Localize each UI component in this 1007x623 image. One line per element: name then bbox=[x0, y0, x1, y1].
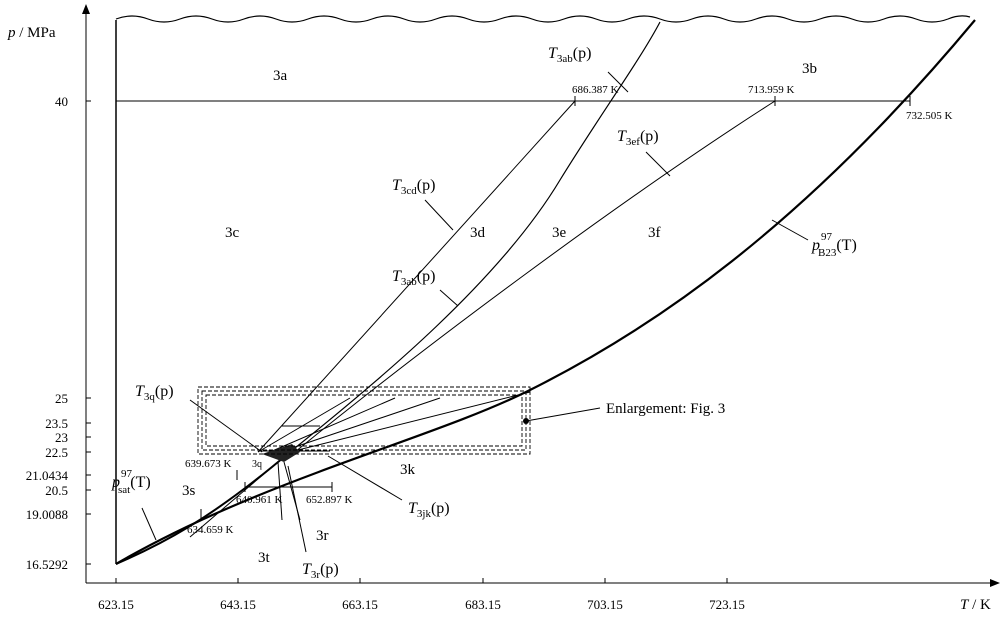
enlargement-label: Enlargement: Fig. 3 bbox=[606, 401, 725, 417]
x-axis-unit: / K bbox=[968, 597, 991, 613]
leader-sat bbox=[141, 507, 157, 541]
x-axis-var: T bbox=[960, 597, 970, 613]
label-t3jk: T3jk(p) bbox=[408, 500, 450, 520]
y-tick-label: 16.5292 bbox=[26, 557, 68, 572]
point-labels: 686.387 K 713.959 K 732.505 K 639.673 K … bbox=[185, 84, 953, 536]
x-tick-label: 643.15 bbox=[220, 597, 256, 612]
region-3f: 3f bbox=[648, 225, 661, 241]
label-b23: p97 B23(T) bbox=[811, 231, 857, 259]
enlargement-frame: Enlargement: Fig. 3 bbox=[197, 386, 725, 455]
fan-line bbox=[277, 461, 283, 521]
label-t3ab-mid: T3ab(p) bbox=[392, 268, 435, 288]
y-tick-label: 25 bbox=[55, 391, 68, 406]
curve-cd bbox=[257, 100, 576, 453]
x-tick-label: 703.15 bbox=[587, 597, 623, 612]
label-652: 652.897 K bbox=[306, 494, 353, 506]
region-3c: 3c bbox=[225, 225, 240, 241]
x-tick-label: 723.15 bbox=[709, 597, 745, 612]
curve-ab bbox=[289, 21, 661, 453]
y-tick-label: 20.5 bbox=[45, 483, 68, 498]
fan-line bbox=[289, 391, 531, 453]
region-labels: 3a 3b 3c 3d 3e 3f 3k 3s 3t 3r 3q bbox=[182, 61, 817, 566]
critical-point-blob bbox=[262, 444, 300, 462]
leader-b23 bbox=[771, 219, 809, 241]
y-axis-title: p / MPa bbox=[7, 25, 56, 41]
label-sat: p97 sat(T) bbox=[111, 468, 151, 496]
fan-line bbox=[257, 397, 351, 453]
region-3t: 3t bbox=[258, 550, 271, 566]
leader-t3jk bbox=[327, 455, 403, 501]
y-tick-label: 22.5 bbox=[45, 445, 68, 460]
region-3r: 3r bbox=[316, 528, 329, 544]
curve-ef bbox=[294, 100, 776, 453]
leader-t3ab-top bbox=[607, 71, 629, 93]
boundaries bbox=[115, 15, 976, 565]
fan-line bbox=[279, 397, 441, 453]
wavy-top-boundary bbox=[115, 15, 971, 23]
label-t3cd: T3cd(p) bbox=[392, 177, 435, 197]
label-640: 640.961 K bbox=[236, 494, 283, 506]
region-3d: 3d bbox=[470, 225, 486, 241]
curve-labels: T3ab(p) T3ef(p) T3cd(p) T3ab(p) p97 B23(T… bbox=[111, 45, 857, 581]
label-639: 639.673 K bbox=[185, 458, 232, 470]
enlargement-box-outer bbox=[197, 386, 531, 455]
label-713: 713.959 K bbox=[748, 84, 795, 96]
y-tick-label: 23.5 bbox=[45, 416, 68, 431]
region-3k: 3k bbox=[400, 462, 416, 478]
region-3q: 3q bbox=[252, 459, 262, 470]
leader-t3q bbox=[189, 399, 263, 453]
region-3e: 3e bbox=[552, 225, 567, 241]
y-axis-arrow bbox=[82, 4, 90, 14]
x-tick-label: 683.15 bbox=[465, 597, 501, 612]
label-732: 732.505 K bbox=[906, 110, 953, 122]
region-3a: 3a bbox=[273, 68, 288, 84]
y-tick-label: 40 bbox=[55, 94, 68, 109]
x-axis-arrow bbox=[990, 579, 1000, 587]
region-3s: 3s bbox=[182, 483, 196, 499]
leader-t3r bbox=[287, 465, 307, 553]
y-axis-var: p bbox=[7, 25, 16, 41]
enlargement-box-mid bbox=[201, 390, 527, 451]
x-tick-label: 623.15 bbox=[98, 597, 134, 612]
y-tick-label: 19.0088 bbox=[26, 507, 68, 522]
fan-line bbox=[269, 397, 396, 453]
leader-t3ab-mid bbox=[439, 289, 459, 307]
label-686: 686.387 K bbox=[572, 84, 619, 96]
y-tick-label: 23 bbox=[55, 430, 68, 445]
label-t3ef: T3ef(p) bbox=[617, 128, 659, 148]
label-634: 634.659 K bbox=[187, 524, 234, 536]
x-axis-title: T / K bbox=[960, 597, 991, 613]
leader-t3ef bbox=[645, 151, 671, 177]
leader-t3cd bbox=[424, 199, 454, 231]
curve-b23 bbox=[115, 19, 976, 565]
label-t3ab-top: T3ab(p) bbox=[548, 45, 591, 65]
axes: 623.15 643.15 663.15 683.15 703.15 723.1… bbox=[7, 4, 1000, 613]
label-t3r: T3r(p) bbox=[302, 561, 339, 581]
enlargement-leader bbox=[525, 407, 601, 422]
y-tick-label: 21.0434 bbox=[26, 468, 69, 483]
x-tick-label: 663.15 bbox=[342, 597, 378, 612]
enlargement-box-inner bbox=[205, 394, 523, 447]
label-t3q: T3q(p) bbox=[135, 383, 174, 403]
y-axis-unit: / MPa bbox=[16, 25, 56, 41]
region-3b: 3b bbox=[802, 61, 817, 77]
